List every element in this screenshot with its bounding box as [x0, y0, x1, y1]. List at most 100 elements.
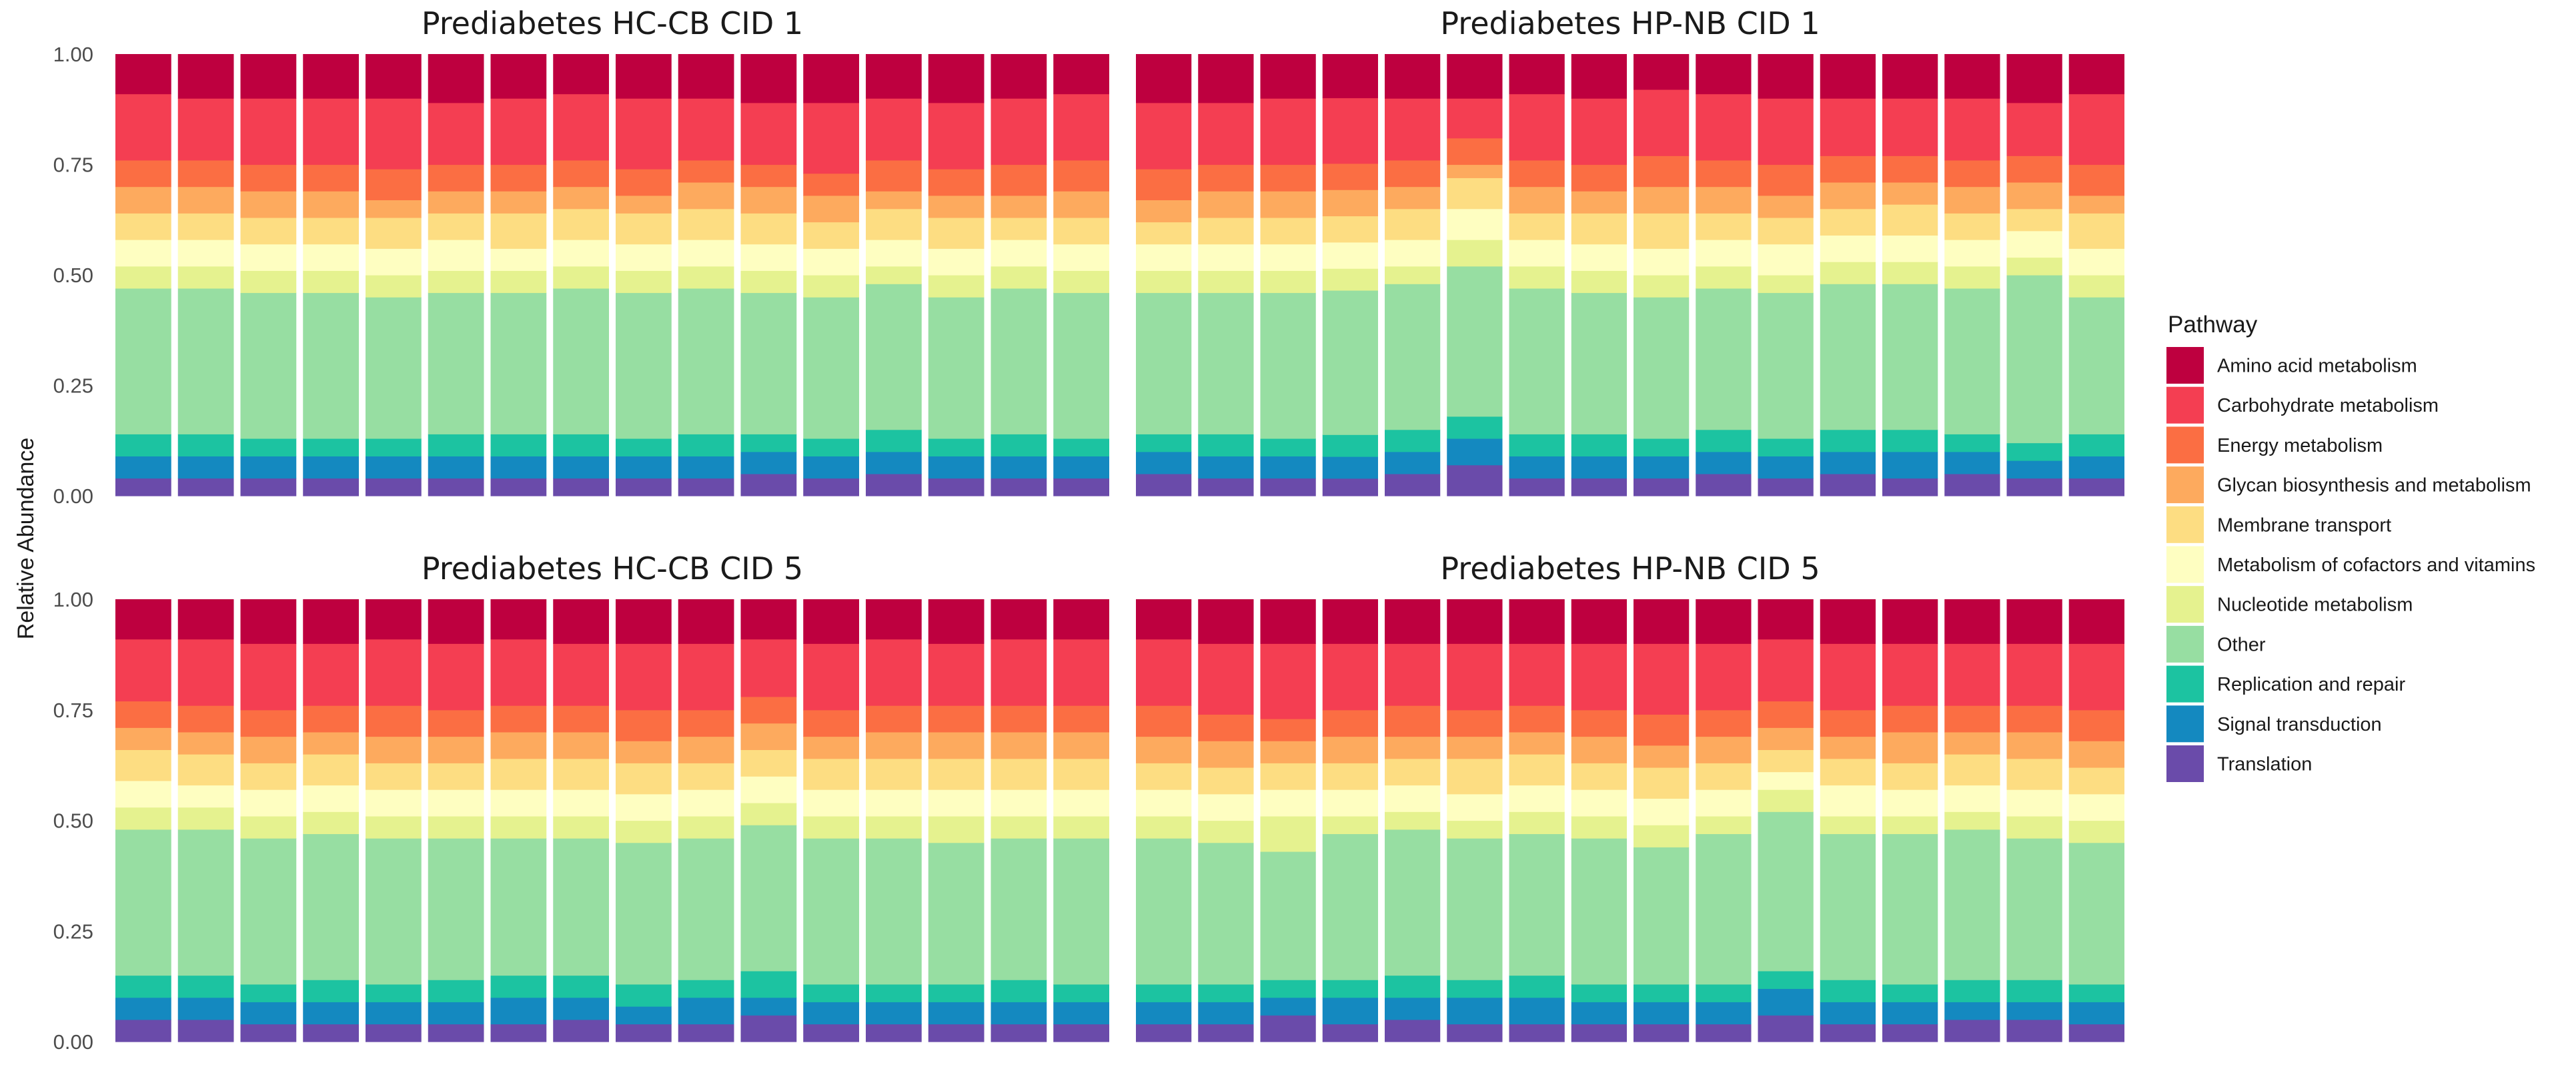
bar-segment-signal-transduction [1820, 1002, 1876, 1025]
bar-segment-other [366, 297, 422, 439]
bar-segment-carbohydrate-metabolism [366, 98, 422, 169]
bar-segment-membrane-transport [2068, 213, 2124, 249]
bar-segment-metabolism-of-cofactors-and-vitamins [803, 248, 859, 276]
bar-segment-other [240, 292, 297, 439]
bar-segment-energy-metabolism [1198, 714, 1254, 741]
bar [616, 54, 672, 496]
panel-2: Prediabetes HP-NB CID 1 [1136, 5, 2124, 496]
bar [1053, 599, 1109, 1042]
bar-segment-carbohydrate-metabolism [1136, 102, 1192, 169]
bar-segment-carbohydrate-metabolism [1571, 643, 1627, 711]
bar-segment-nucleotide-metabolism [616, 270, 672, 294]
bar-segment-metabolism-of-cofactors-and-vitamins [366, 248, 422, 276]
bar-segment-energy-metabolism [553, 705, 609, 733]
legend-item-other: Other [2166, 625, 2266, 663]
bar-segment-replication-and-repair [616, 984, 672, 1007]
bar-segment-nucleotide-metabolism [1634, 275, 1690, 298]
bar-segment-signal-transduction [1198, 456, 1254, 479]
legend-item-membrane-transport: Membrane transport [2166, 506, 2391, 543]
legend-key [2166, 386, 2204, 424]
bar-segment-nucleotide-metabolism [1634, 825, 1690, 847]
bar-segment-amino-acid-metabolism [240, 54, 297, 99]
bar-segment-amino-acid-metabolism [1322, 54, 1378, 99]
bar [240, 54, 297, 496]
legend-label: Glycan biosynthesis and metabolism [2217, 475, 2531, 496]
bar [866, 599, 922, 1042]
bar-segment-other [1509, 833, 1565, 976]
bar [1322, 599, 1378, 1042]
bar-segment-metabolism-of-cofactors-and-vitamins [928, 789, 985, 817]
y-tick-label: 0.75 [53, 699, 93, 722]
bar-segment-replication-and-repair [1385, 975, 1441, 998]
bar-segment-nucleotide-metabolism [2068, 820, 2124, 843]
bar-segment-signal-transduction [616, 1006, 672, 1025]
bar-segment-replication-and-repair [1882, 984, 1938, 1002]
bar-segment-signal-transduction [1634, 1002, 1690, 1025]
bar-segment-nucleotide-metabolism [1509, 266, 1565, 289]
bar-segment-amino-acid-metabolism [1882, 599, 1938, 644]
bar-segment-replication-and-repair [366, 984, 422, 1002]
bar-segment-glycan-biosynthesis-and-metabolism [2068, 741, 2124, 768]
bar-segment-amino-acid-metabolism [490, 54, 547, 99]
bar-segment-other [1198, 292, 1254, 434]
legend-items: Amino acid metabolism Carbohydrate metabo… [2166, 347, 2535, 782]
bar-segment-carbohydrate-metabolism [1758, 98, 1814, 165]
bar-segment-energy-metabolism [2006, 155, 2062, 183]
bar-segment-membrane-transport [1696, 213, 1752, 240]
bar-segment-amino-acid-metabolism [1260, 54, 1316, 99]
bar-segment-carbohydrate-metabolism [1882, 98, 1938, 156]
bar-segment-other [991, 838, 1047, 980]
bar [803, 599, 859, 1042]
bar-segment-translation [803, 1024, 859, 1042]
bar-segment-other [1260, 851, 1316, 980]
bar-segment-nucleotide-metabolism [1882, 815, 1938, 834]
bar-segment-glycan-biosynthesis-and-metabolism [177, 186, 234, 214]
bar-segment-membrane-transport [678, 208, 734, 240]
bar-segment-membrane-transport [1944, 754, 2000, 786]
bar-segment-amino-acid-metabolism [1571, 599, 1627, 644]
bar-segment-signal-transduction [177, 456, 234, 479]
bar-segment-carbohydrate-metabolism [1758, 639, 1814, 702]
bar-segment-translation [1053, 1024, 1109, 1042]
bar-segment-carbohydrate-metabolism [678, 643, 734, 711]
bar-segment-translation [1509, 478, 1565, 496]
bar-segment-membrane-transport [678, 763, 734, 790]
bar-segment-signal-transduction [1053, 1002, 1109, 1025]
bar-segment-other [866, 838, 922, 985]
bar-segment-other [1509, 288, 1565, 434]
legend-key [2166, 347, 2204, 384]
bar-segment-membrane-transport [991, 758, 1047, 790]
bar-segment-amino-acid-metabolism [1322, 599, 1378, 644]
bar-segment-other [553, 288, 609, 434]
bar-segment-glycan-biosynthesis-and-metabolism [991, 731, 1047, 759]
bar-segment-signal-transduction [2068, 456, 2124, 479]
bar [1758, 54, 1814, 496]
bar-segment-signal-transduction [1322, 997, 1378, 1025]
bar-segment-amino-acid-metabolism [366, 599, 422, 640]
bar-segment-nucleotide-metabolism [866, 266, 922, 284]
bar-segment-energy-metabolism [1696, 159, 1752, 188]
bar-segment-energy-metabolism [115, 701, 171, 728]
bar-segment-carbohydrate-metabolism [553, 93, 609, 161]
bar-segment-membrane-transport [177, 754, 234, 786]
bar-segment-amino-acid-metabolism [1447, 54, 1503, 99]
bar-segment-amino-acid-metabolism [678, 599, 734, 644]
bar-segment-membrane-transport [1571, 213, 1627, 245]
bar-segment-amino-acid-metabolism [115, 54, 171, 95]
bar-segment-membrane-transport [1136, 763, 1192, 790]
bar-segment-translation [1260, 478, 1316, 496]
bar-segment-other [1322, 833, 1378, 980]
legend-title: Pathway [2168, 312, 2258, 338]
panel-1: Prediabetes HC-CB CID 1 0.00 0.25 0.50 0.75 1… [53, 5, 1109, 508]
bar-segment-signal-transduction [1571, 1002, 1627, 1025]
bar-segment-other [303, 292, 359, 439]
bar-segment-carbohydrate-metabolism [1447, 98, 1503, 139]
bar-segment-glycan-biosynthesis-and-metabolism [490, 731, 547, 759]
bar [490, 54, 547, 496]
bar-segment-amino-acid-metabolism [366, 54, 422, 99]
bar-segment-replication-and-repair [428, 980, 484, 1002]
bar-segment-glycan-biosynthesis-and-metabolism [678, 182, 734, 210]
bar [1882, 54, 1938, 496]
bar-segment-metabolism-of-cofactors-and-vitamins [1944, 785, 2000, 812]
bar [177, 54, 234, 496]
